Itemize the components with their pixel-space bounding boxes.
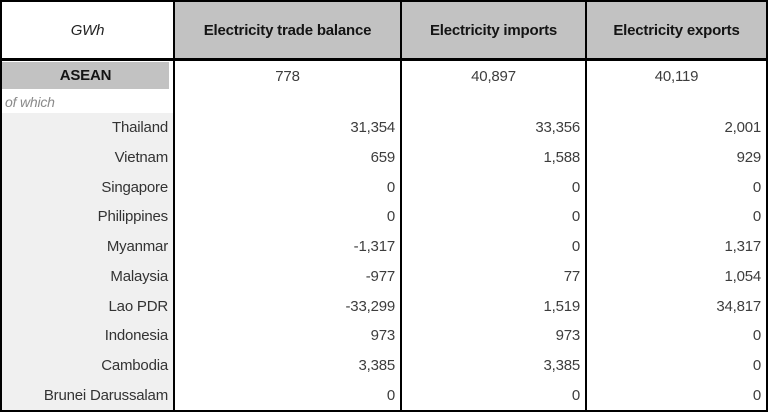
table-row-indonesia: Indonesia 973 973 0 bbox=[2, 320, 766, 351]
trade-balance-value: -1,317 bbox=[173, 231, 400, 262]
imports-value: 0 bbox=[400, 231, 585, 262]
exports-value: 2,001 bbox=[585, 113, 766, 143]
summary-exports-value: 40,119 bbox=[585, 61, 766, 91]
row-label: Cambodia bbox=[2, 350, 173, 381]
exports-value: 0 bbox=[585, 172, 766, 203]
column-header-imports: Electricity imports bbox=[400, 2, 585, 58]
summary-imports-value: 40,897 bbox=[400, 61, 585, 91]
imports-value: 33,356 bbox=[400, 113, 585, 143]
table-row-malaysia: Malaysia -977 77 1,054 bbox=[2, 261, 766, 292]
summary-label: ASEAN bbox=[2, 62, 169, 89]
exports-value: 0 bbox=[585, 320, 766, 351]
exports-value: 34,817 bbox=[585, 291, 766, 321]
row-label: Malaysia bbox=[2, 261, 173, 292]
table-body: ASEAN 778 40,897 40,119 of which Thailan… bbox=[2, 61, 766, 411]
row-label: Brunei Darussalam bbox=[2, 380, 173, 411]
table-row-vietnam: Vietnam 659 1,588 929 bbox=[2, 142, 766, 173]
table-row-cambodia: Cambodia 3,385 3,385 0 bbox=[2, 350, 766, 381]
table-row-lao-pdr: Lao PDR -33,299 1,519 34,817 bbox=[2, 291, 766, 321]
imports-value: 77 bbox=[400, 261, 585, 292]
exports-value: 0 bbox=[585, 380, 766, 411]
imports-value: 0 bbox=[400, 202, 585, 232]
trade-balance-value: 0 bbox=[173, 172, 400, 203]
table-header-row: GWh Electricity trade balance Electricit… bbox=[2, 2, 766, 61]
empty-cell bbox=[585, 91, 766, 113]
exports-value: 1,317 bbox=[585, 231, 766, 262]
trade-balance-value: 659 bbox=[173, 142, 400, 173]
unit-label: GWh bbox=[2, 2, 173, 58]
imports-value: 0 bbox=[400, 380, 585, 411]
imports-value: 1,588 bbox=[400, 142, 585, 173]
table-row-brunei-darussalam: Brunei Darussalam 0 0 0 bbox=[2, 380, 766, 411]
row-label: Indonesia bbox=[2, 320, 173, 351]
table-row-thailand: Thailand 31,354 33,356 2,001 bbox=[2, 113, 766, 143]
imports-value: 1,519 bbox=[400, 291, 585, 321]
summary-trade-balance-value: 778 bbox=[173, 61, 400, 91]
table-row-myanmar: Myanmar -1,317 0 1,317 bbox=[2, 231, 766, 262]
trade-balance-value: 0 bbox=[173, 202, 400, 232]
trade-balance-value: 973 bbox=[173, 320, 400, 351]
table-row-singapore: Singapore 0 0 0 bbox=[2, 172, 766, 203]
row-label: Philippines bbox=[2, 202, 173, 232]
row-label: Thailand bbox=[2, 113, 173, 143]
of-which-label: of which bbox=[5, 94, 55, 110]
row-label: Myanmar bbox=[2, 231, 173, 262]
trade-balance-value: 0 bbox=[173, 380, 400, 411]
imports-value: 3,385 bbox=[400, 350, 585, 381]
trade-balance-value: -33,299 bbox=[173, 291, 400, 321]
column-header-trade-balance: Electricity trade balance bbox=[173, 2, 400, 58]
exports-value: 0 bbox=[585, 350, 766, 381]
trade-balance-value: 31,354 bbox=[173, 113, 400, 143]
summary-label-cell: ASEAN bbox=[2, 61, 173, 91]
table-row-philippines: Philippines 0 0 0 bbox=[2, 202, 766, 232]
exports-value: 929 bbox=[585, 142, 766, 173]
column-header-exports: Electricity exports bbox=[585, 2, 766, 58]
empty-cell bbox=[173, 91, 400, 113]
trade-balance-value: -977 bbox=[173, 261, 400, 292]
imports-value: 0 bbox=[400, 172, 585, 203]
exports-value: 0 bbox=[585, 202, 766, 232]
row-label: Singapore bbox=[2, 172, 173, 203]
empty-cell bbox=[400, 91, 585, 113]
exports-value: 1,054 bbox=[585, 261, 766, 292]
summary-row-asean: ASEAN 778 40,897 40,119 bbox=[2, 61, 766, 91]
row-label: Vietnam bbox=[2, 142, 173, 173]
of-which-row: of which bbox=[2, 91, 766, 113]
trade-balance-value: 3,385 bbox=[173, 350, 400, 381]
imports-value: 973 bbox=[400, 320, 585, 351]
row-label: Lao PDR bbox=[2, 291, 173, 321]
